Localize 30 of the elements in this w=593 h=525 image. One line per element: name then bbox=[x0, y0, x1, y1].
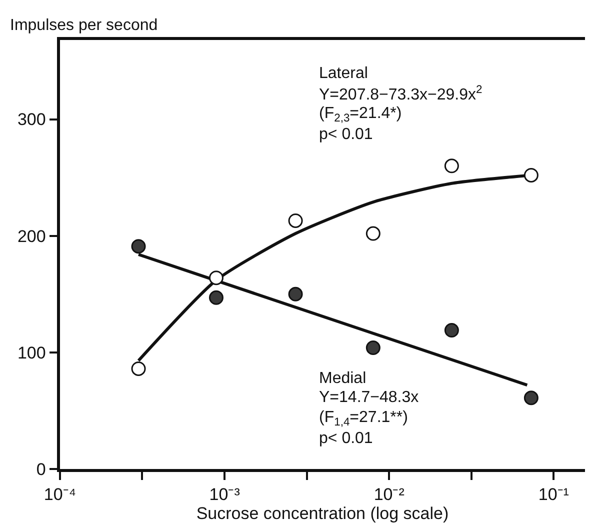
annotation: (F$_{1,4}$=27.1**) bbox=[319, 409, 408, 428]
point bbox=[524, 168, 538, 182]
point bbox=[444, 323, 459, 338]
annotation: Medial bbox=[319, 370, 366, 387]
y-tick-label: 0 bbox=[36, 460, 46, 479]
x-axis-title: Sucrose concentration (log scale) bbox=[196, 504, 449, 524]
point bbox=[524, 390, 538, 406]
annotation: Y=14.7−48.3x bbox=[319, 389, 419, 406]
point bbox=[444, 158, 459, 174]
point bbox=[366, 340, 380, 356]
point bbox=[131, 239, 146, 254]
annotation: Y=207.8−73.3x−29.9x$^{2}$ bbox=[319, 84, 482, 104]
y-tick-label: 300 bbox=[17, 110, 46, 130]
x-tick-label: 10⁻⁴ bbox=[44, 485, 76, 504]
point bbox=[208, 290, 224, 305]
y-tick-label: 100 bbox=[17, 343, 46, 362]
point bbox=[366, 226, 380, 241]
point bbox=[288, 213, 303, 228]
annotation: p< 0.01 bbox=[319, 430, 373, 447]
point bbox=[131, 361, 146, 376]
point bbox=[208, 270, 224, 286]
annotation: (F$_{2,3}$=21.4*) bbox=[319, 105, 402, 124]
y-tick-label: 200 bbox=[17, 226, 46, 246]
annotation: p< 0.01 bbox=[319, 126, 373, 143]
x-tick-label: 10⁻¹ bbox=[538, 485, 570, 504]
x-tick-label: 10⁻² bbox=[374, 485, 405, 504]
annotation: Lateral bbox=[319, 65, 368, 82]
y-axis-title: Impulses per second bbox=[10, 17, 158, 34]
point bbox=[288, 286, 303, 302]
x-tick-label: 10⁻³ bbox=[209, 485, 240, 504]
